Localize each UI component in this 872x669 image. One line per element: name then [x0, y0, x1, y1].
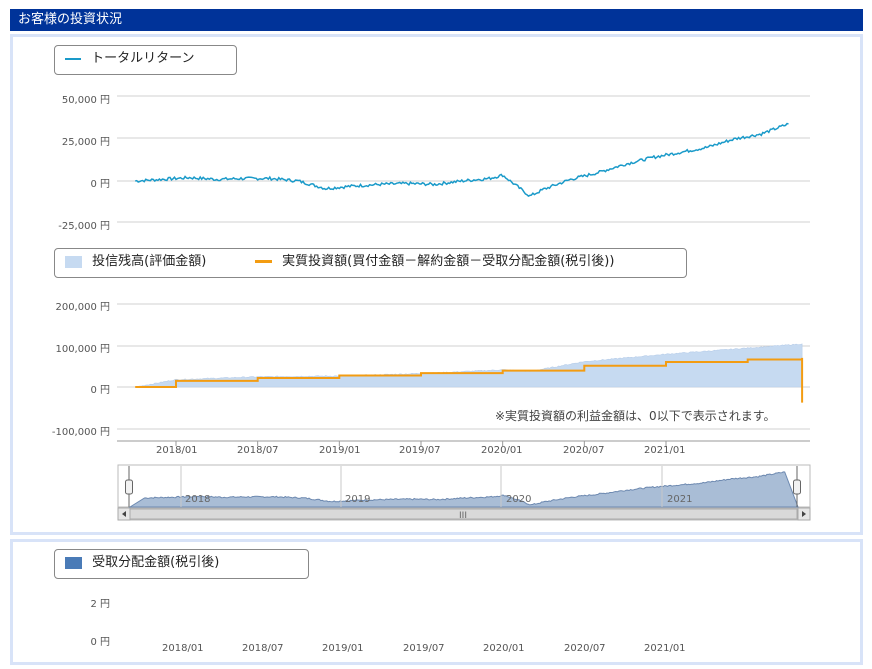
chart2-xlabel-4: 2020/01 — [481, 445, 523, 456]
chart1-ylabel-0: 50,000 円 — [61, 95, 110, 106]
total-return-legend[interactable]: トータルリターン — [54, 45, 237, 75]
section-title: お客様の投資状況 — [18, 12, 123, 27]
navigator-area — [128, 471, 799, 508]
chart2-xlabel-5: 2020/07 — [563, 445, 605, 456]
chart3-xlabel-5: 2020/07 — [564, 643, 606, 654]
chart2-xlabel-6: 2021/01 — [644, 445, 686, 456]
total-return-line — [135, 122, 789, 197]
chart3-ylabel-0: 2 円 — [90, 599, 110, 610]
holdings-legend[interactable]: 投信残高(評価金額) 実質投資額(買付金額－解約金額－受取分配金額(税引後)) — [54, 248, 687, 278]
invested-legend-label: 実質投資額(買付金額－解約金額－受取分配金額(税引後)) — [282, 254, 615, 269]
main-chart-panel — [10, 34, 863, 535]
holdings-legend-label: 投信残高(評価金額) — [92, 254, 207, 269]
chart2-ylabel-1: 100,000 円 — [55, 344, 110, 355]
distribution-legend[interactable]: 受取分配金額(税引後) — [54, 549, 309, 579]
invested-line — [135, 357, 804, 403]
chart1-ylabel-2: 0 円 — [90, 179, 110, 190]
scroll-left-arrow-icon — [122, 511, 126, 517]
holdings-legend-swatch — [65, 255, 82, 268]
distribution-legend-label: 受取分配金額(税引後) — [92, 555, 220, 570]
chart3-xlabel-6: 2021/01 — [644, 643, 686, 654]
chart1-ylabel-1: 25,000 円 — [61, 137, 110, 148]
chart1-ylabel-3: -25,000 円 — [58, 221, 110, 232]
chart3-xlabel-0: 2018/01 — [162, 643, 204, 654]
chart3-xlabel-4: 2020/01 — [483, 643, 525, 654]
chart2-xlabel-0: 2018/01 — [156, 445, 198, 456]
chart2-xlabel-3: 2019/07 — [399, 445, 441, 456]
total-return-legend-label: トータルリターン — [91, 51, 195, 66]
navigator-handle-right — [793, 479, 801, 495]
chart3-ylabel-1: 0 円 — [90, 637, 110, 648]
holdings-area — [135, 343, 803, 388]
chart3-xlabel-2: 2019/01 — [322, 643, 364, 654]
navigator[interactable] — [118, 465, 810, 520]
distribution-legend-swatch — [65, 556, 82, 569]
navigator-label-3: 2021 — [667, 494, 693, 505]
navigator-label-1: 2019 — [345, 494, 371, 505]
chart3-xlabel-3: 2019/07 — [403, 643, 445, 654]
chart2-xlabel-2: 2019/01 — [319, 445, 361, 456]
invested-legend-swatch — [255, 260, 272, 263]
chart3-xlabel-1: 2018/07 — [242, 643, 284, 654]
chart2-ylabel-3: -100,000 円 — [51, 427, 110, 438]
navigator-label-0: 2018 — [185, 494, 211, 505]
chart2-ylabel-0: 200,000 円 — [55, 302, 110, 313]
scrollbar-grip-icon: III — [459, 511, 467, 521]
invested-note: ※実質投資額の利益金額は、0以下で表示されます。 — [495, 409, 776, 423]
navigator-label-2: 2020 — [506, 494, 532, 505]
navigator-handle-left — [125, 479, 133, 495]
section-header: お客様の投資状況 — [10, 9, 863, 31]
chart2-xlabel-1: 2018/07 — [237, 445, 279, 456]
chart2-ylabel-2: 0 円 — [90, 385, 110, 396]
total-return-legend-swatch — [65, 57, 81, 60]
scroll-right-arrow-icon — [802, 511, 806, 517]
